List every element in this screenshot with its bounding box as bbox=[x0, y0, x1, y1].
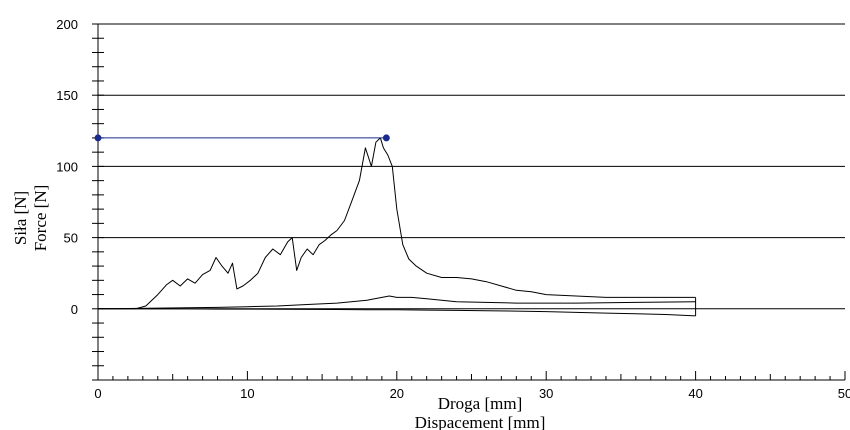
y-axis-title-secondary: Force [N] bbox=[31, 185, 50, 252]
series-line-return bbox=[97, 295, 696, 310]
data-series bbox=[94, 134, 697, 317]
x-tick-label: 20 bbox=[390, 386, 404, 401]
gridlines bbox=[98, 23, 845, 310]
x-tick-label: 10 bbox=[240, 386, 254, 401]
x-tick-label: 40 bbox=[688, 386, 702, 401]
y-tick-label: 150 bbox=[56, 88, 78, 103]
x-axis-title-secondary: Dispacement [mm] bbox=[415, 413, 546, 430]
y-axis: 0 50 100 150 200 bbox=[56, 17, 104, 381]
y-tick-label: 100 bbox=[56, 159, 78, 174]
y-axis-title: Siła [N] bbox=[11, 191, 30, 245]
y-tick-label: 200 bbox=[56, 17, 78, 32]
x-tick-label: 30 bbox=[539, 386, 553, 401]
series-line-unloading bbox=[98, 308, 696, 317]
y-tick-label: 50 bbox=[64, 231, 78, 246]
peak-marker-point bbox=[382, 134, 390, 142]
peak-marker-point bbox=[94, 134, 102, 142]
x-axis: 0 10 20 30 40 50 bbox=[94, 371, 850, 401]
x-axis-title: Droga [mm] bbox=[438, 394, 523, 413]
x-tick-label: 0 bbox=[94, 386, 101, 401]
series-line-loading bbox=[98, 137, 696, 310]
x-tick-label: 50 bbox=[838, 386, 850, 401]
y-tick-label: 0 bbox=[71, 302, 78, 317]
